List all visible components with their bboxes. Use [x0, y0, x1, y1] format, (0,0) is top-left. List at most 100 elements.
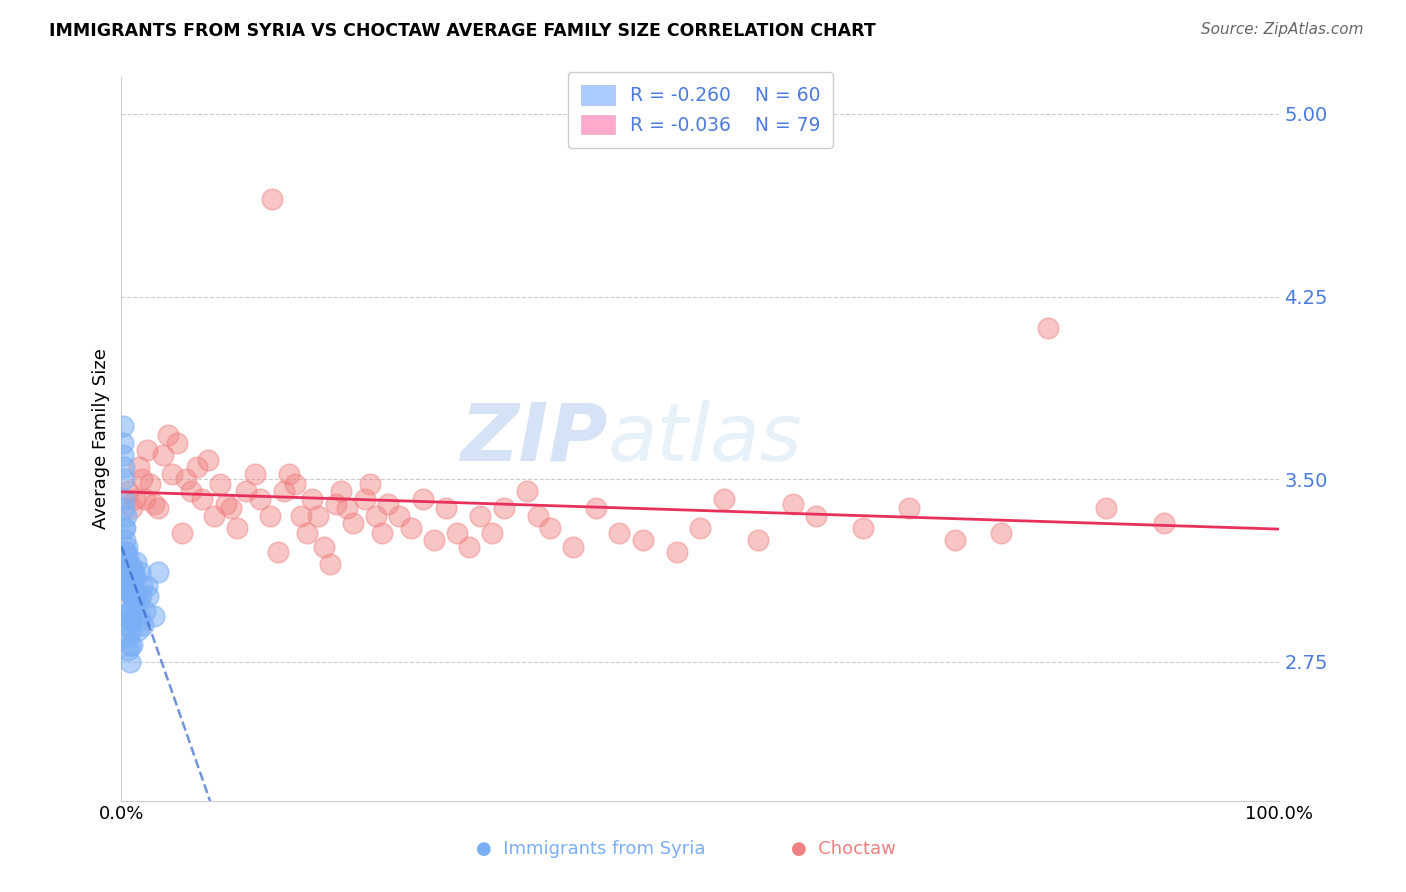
- Point: [124, 589, 146, 603]
- Point: [142, 496, 165, 510]
- Point: [111, 435, 134, 450]
- Point: [111, 448, 134, 462]
- Point: [330, 484, 353, 499]
- Point: [115, 558, 138, 572]
- Point: [312, 541, 335, 555]
- Point: [162, 467, 184, 482]
- Point: [273, 484, 295, 499]
- Point: [129, 565, 152, 579]
- Point: [117, 631, 139, 645]
- Point: [284, 477, 307, 491]
- Point: [191, 491, 214, 506]
- Point: [411, 491, 433, 506]
- Point: [134, 604, 156, 618]
- Point: [170, 525, 193, 540]
- Point: [260, 192, 283, 206]
- Point: [121, 614, 143, 628]
- Point: [180, 484, 202, 499]
- Point: [124, 569, 146, 583]
- Point: [1036, 321, 1059, 335]
- Point: [115, 606, 138, 620]
- Point: [114, 521, 136, 535]
- Point: [202, 508, 225, 523]
- Point: [142, 608, 165, 623]
- Legend: R = -0.260    N = 60, R = -0.036    N = 79: R = -0.260 N = 60, R = -0.036 N = 79: [568, 72, 834, 148]
- Point: [319, 558, 342, 572]
- Point: [112, 491, 135, 506]
- Point: [148, 565, 170, 579]
- Point: [235, 484, 257, 499]
- Text: ●  Choctaw: ● Choctaw: [792, 840, 896, 858]
- Point: [1094, 501, 1116, 516]
- Point: [377, 496, 399, 510]
- Point: [122, 565, 145, 579]
- Point: [259, 508, 281, 523]
- Point: [186, 460, 208, 475]
- Point: [631, 533, 654, 547]
- Point: [120, 565, 142, 579]
- Point: [128, 594, 150, 608]
- Point: [115, 545, 138, 559]
- Point: [990, 525, 1012, 540]
- Text: Source: ZipAtlas.com: Source: ZipAtlas.com: [1201, 22, 1364, 37]
- Point: [457, 541, 479, 555]
- Point: [115, 508, 138, 523]
- Point: [148, 501, 170, 516]
- Point: [295, 525, 318, 540]
- Point: [112, 460, 135, 475]
- Point: [301, 491, 323, 506]
- Point: [121, 559, 143, 574]
- Y-axis label: Average Family Size: Average Family Size: [93, 349, 110, 530]
- Point: [290, 508, 312, 523]
- Point: [666, 545, 689, 559]
- Point: [492, 501, 515, 516]
- Point: [112, 521, 135, 535]
- Point: [127, 623, 149, 637]
- Point: [585, 501, 607, 516]
- Point: [423, 533, 446, 547]
- Point: [399, 521, 422, 535]
- Point: [118, 638, 141, 652]
- Point: [325, 496, 347, 510]
- Point: [120, 623, 142, 637]
- Point: [221, 501, 243, 516]
- Point: [125, 555, 148, 569]
- Point: [197, 452, 219, 467]
- Point: [342, 516, 364, 530]
- Point: [806, 508, 828, 523]
- Point: [307, 508, 329, 523]
- Point: [851, 521, 873, 535]
- Point: [118, 614, 141, 628]
- Point: [131, 579, 153, 593]
- Point: [118, 574, 141, 589]
- Point: [152, 448, 174, 462]
- Point: [136, 589, 159, 603]
- Point: [1153, 516, 1175, 530]
- Point: [129, 614, 152, 628]
- Point: [121, 589, 143, 603]
- Point: [249, 491, 271, 506]
- Point: [897, 501, 920, 516]
- Point: [135, 442, 157, 457]
- Point: [132, 618, 155, 632]
- Point: [117, 606, 139, 620]
- Point: [111, 418, 134, 433]
- Point: [208, 477, 231, 491]
- Point: [115, 582, 138, 596]
- Point: [122, 589, 145, 603]
- Point: [516, 484, 538, 499]
- Point: [388, 508, 411, 523]
- Point: [943, 533, 966, 547]
- Point: [112, 501, 135, 516]
- Point: [125, 584, 148, 599]
- Point: [336, 501, 359, 516]
- Point: [118, 655, 141, 669]
- Point: [128, 460, 150, 475]
- Point: [689, 521, 711, 535]
- Point: [371, 525, 394, 540]
- Point: [121, 501, 143, 516]
- Point: [243, 467, 266, 482]
- Text: ZIP: ZIP: [460, 400, 607, 478]
- Point: [174, 472, 197, 486]
- Point: [359, 477, 381, 491]
